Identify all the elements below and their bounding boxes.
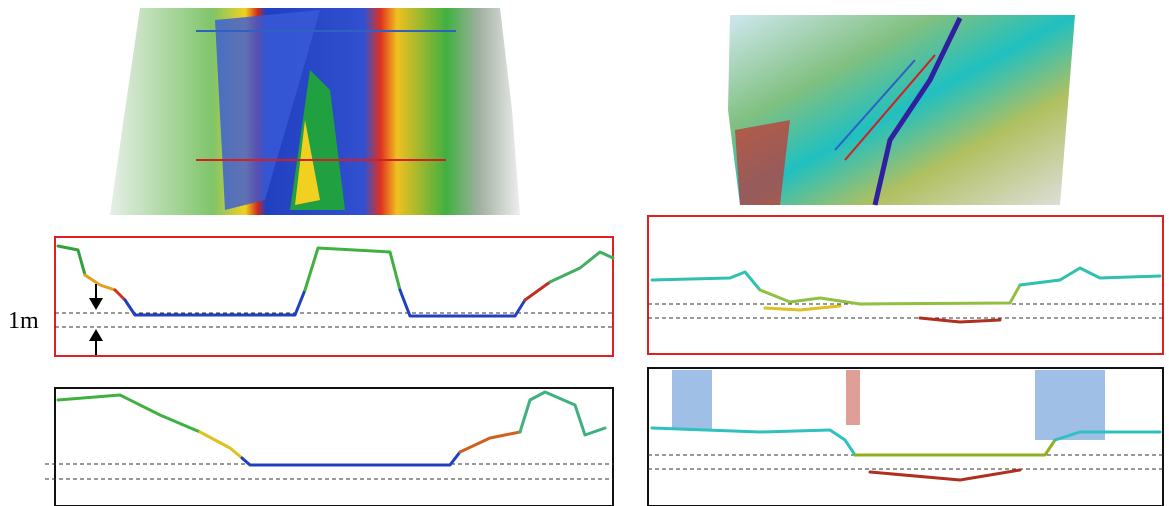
shape: [295, 120, 320, 205]
profile-line: [650, 426, 857, 457]
profile-line: [518, 390, 607, 437]
right-plan-view: [728, 15, 1075, 206]
profile-line: [56, 393, 202, 434]
scale-annotation: 1m: [8, 284, 103, 355]
shape: [846, 370, 860, 425]
guide-line: [834, 59, 916, 151]
profile-line: [198, 430, 244, 460]
profile-line: [123, 288, 307, 317]
profile-line: [458, 430, 522, 454]
profile-line: [548, 250, 615, 284]
profile-line: [650, 270, 762, 292]
profile-line: [523, 280, 552, 302]
shape: [89, 298, 103, 310]
right-black-profile: [647, 367, 1164, 506]
shape: [54, 236, 614, 357]
shape: [1035, 370, 1105, 440]
scale-label: 1m: [8, 308, 39, 334]
guide-line: [844, 54, 936, 161]
shape: [89, 329, 103, 341]
left-red-profile: [54, 236, 615, 357]
profile-line: [763, 304, 842, 312]
shape: [735, 120, 790, 205]
profile-line: [113, 288, 127, 302]
profile-line: [56, 244, 87, 277]
profile-line: [83, 273, 117, 292]
profile-line: [868, 468, 1022, 482]
profile-line: [1053, 430, 1162, 442]
left-black-profile: [45, 387, 614, 506]
profile-line: [918, 316, 1002, 324]
profile-line: [240, 450, 462, 467]
profile-line: [303, 246, 402, 292]
shape: [672, 370, 712, 430]
right-red-profile: [647, 215, 1164, 355]
shape: [872, 16, 963, 206]
profile-line: [398, 288, 527, 318]
shape: [728, 15, 1075, 205]
profile-line: [1018, 266, 1162, 287]
shape: [647, 215, 1164, 355]
left-plan-view: [110, 8, 520, 215]
profile-line: [758, 283, 1022, 306]
profile-line: [853, 438, 1057, 457]
